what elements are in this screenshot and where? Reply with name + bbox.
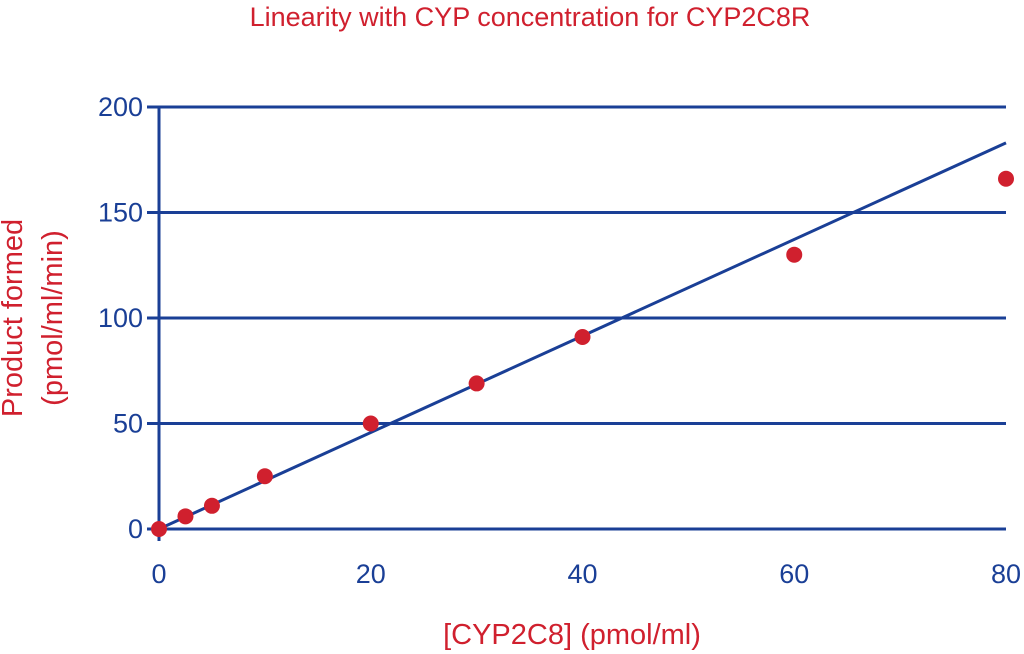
data-point <box>786 246 803 263</box>
y-tick-label: 0 <box>128 514 143 544</box>
y-tick-labels: 0 50 100 150 200 <box>98 92 143 544</box>
x-tick-labels: 0 20 40 60 80 <box>151 559 1021 589</box>
data-point <box>203 497 220 514</box>
x-tick-label: 0 <box>151 559 166 589</box>
x-tick-label: 40 <box>567 559 597 589</box>
x-tick-label: 80 <box>991 559 1021 589</box>
y-tick-label: 50 <box>113 409 143 439</box>
y-tick-label: 200 <box>98 92 143 122</box>
data-point <box>468 375 485 392</box>
grid-lines <box>147 105 1006 425</box>
data-point <box>177 508 194 525</box>
data-point <box>256 468 273 485</box>
y-tick-label: 150 <box>98 198 143 228</box>
y-axis-label-line1: Product formed <box>0 219 29 417</box>
x-tick-label: 20 <box>356 559 386 589</box>
data-point <box>998 170 1014 187</box>
data-point <box>151 521 167 537</box>
data-points <box>151 170 1014 537</box>
x-tick-label: 60 <box>779 559 809 589</box>
y-tick-label: 100 <box>98 303 143 333</box>
chart-title: Linearity with CYP concentration for CYP… <box>250 2 811 32</box>
data-point <box>362 415 379 432</box>
x-axis-label: [CYP2C8] (pmol/ml) <box>443 619 701 651</box>
y-axis-label-line2: (pmol/ml/min) <box>37 230 69 406</box>
data-point <box>574 328 591 345</box>
